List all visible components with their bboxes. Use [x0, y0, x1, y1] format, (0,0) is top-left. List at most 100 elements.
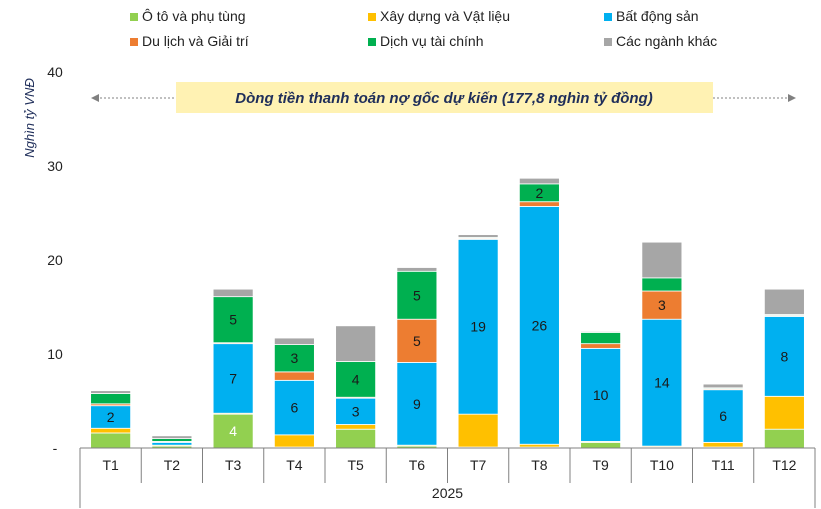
bar-data-label: 3 [290, 350, 298, 366]
bar-data-label: 14 [654, 375, 670, 391]
y-tick-label: - [53, 440, 58, 456]
bar-segment [151, 438, 193, 442]
bar-segment [763, 428, 805, 449]
bar-segment [580, 347, 622, 442]
bar-data-label: 5 [229, 312, 237, 328]
bar-segment [702, 383, 744, 389]
bar-data-label: 2 [107, 409, 115, 425]
x-tick-label: T5 [347, 457, 364, 473]
bar-segment [580, 343, 622, 349]
bar-segment [90, 427, 132, 434]
x-axis-label: 2025 [432, 485, 463, 501]
bar-segment [518, 206, 560, 445]
bar-data-label: 4 [229, 423, 237, 439]
bar-segment [273, 379, 315, 436]
y-tick-label: 40 [47, 64, 63, 80]
banner-text: Dòng tiền thanh toán nợ gốc dự kiến (177… [235, 90, 652, 107]
bar-segment [396, 362, 438, 446]
bar-segment [641, 277, 683, 292]
x-tick-label: T11 [712, 457, 735, 473]
bar-segment [763, 395, 805, 430]
bar-data-label: 6 [719, 408, 727, 424]
legend-swatch [604, 13, 612, 21]
bar-segment [273, 344, 315, 373]
bar-data-label: 5 [413, 333, 421, 349]
bar-segment [518, 177, 560, 185]
x-tick-label: T9 [592, 457, 609, 473]
x-tick-label: T6 [409, 457, 426, 473]
bar-segment [90, 390, 132, 394]
bar-segment [273, 434, 315, 448]
legend-swatch [604, 38, 612, 46]
bar-segment [90, 432, 132, 449]
bar-segment [273, 337, 315, 345]
annotation-banner: Dòng tiền thanh toán nợ gốc dự kiến (177… [91, 82, 796, 113]
bar-segment [518, 201, 560, 207]
bar-segment [641, 318, 683, 447]
bar-segment [457, 234, 499, 238]
bar-segment [702, 441, 744, 448]
legend: Ô tô và phụ tùng Xây dựng và Vật liệu Bất … [130, 8, 717, 49]
x-tick-label: T10 [650, 457, 674, 473]
x-tick-label: T3 [225, 457, 242, 473]
bar-data-label: 6 [290, 400, 298, 416]
banner-arrowhead-right [788, 94, 796, 102]
y-tick-label: 30 [47, 158, 63, 174]
bar-data-label: 4 [352, 371, 360, 387]
bar-data-label: 7 [229, 370, 237, 386]
bar-segment [151, 441, 193, 446]
bar-segment [702, 389, 744, 443]
legend-swatch [130, 38, 138, 46]
bar-segment [212, 288, 254, 298]
x-tick-label: T7 [470, 457, 487, 473]
x-tick-label: T2 [164, 457, 181, 473]
legend-label: Xây dựng và Vật liệu [380, 8, 510, 24]
legend-label: Bất động sản [616, 8, 699, 24]
bar-segment [90, 393, 132, 405]
legend-swatch [368, 13, 376, 21]
bar-data-label: 9 [413, 396, 421, 412]
bar-segment [335, 424, 377, 430]
bar-data-label: 5 [413, 287, 421, 303]
y-tick-label: 10 [47, 346, 63, 362]
legend-label: Du lịch và Giải trí [142, 33, 249, 49]
bars: 2 4 7 5 6 3 3 4 9 5 5 19 26 2 10 14 3 6 8 [90, 177, 805, 449]
legend-swatch [130, 13, 138, 21]
y-axis-label: Nghìn tỷ VNĐ [22, 78, 37, 158]
bar-segment [212, 296, 254, 344]
x-tick-label: T1 [102, 457, 119, 473]
bar-segment [396, 267, 438, 272]
bar-segment [396, 318, 438, 363]
bar-segment [396, 270, 438, 320]
bar-data-label: 26 [532, 317, 548, 333]
bar-segment [518, 443, 560, 448]
x-tick-label: T8 [531, 457, 548, 473]
y-axis-ticks: - 10 20 30 40 [47, 64, 63, 456]
x-tick-label: T12 [772, 457, 796, 473]
x-tick-label: T4 [286, 457, 303, 473]
bar-data-label: 3 [658, 297, 666, 313]
legend-label: Ô tô và phụ tùng [142, 8, 246, 24]
bar-segment [273, 371, 315, 381]
legend-swatch [368, 38, 376, 46]
y-tick-label: 20 [47, 252, 63, 268]
bar-segment [335, 325, 377, 362]
banner-arrowhead-left [91, 94, 99, 102]
bar-data-label: 2 [535, 185, 543, 201]
bar-segment [763, 315, 805, 397]
bar-segment [641, 241, 683, 279]
bar-data-label: 8 [780, 348, 788, 364]
bar-data-label: 19 [470, 319, 486, 335]
bar-segment [763, 288, 805, 315]
bar-segment [580, 331, 622, 333]
banner-box [176, 82, 713, 113]
bar-segment [580, 441, 622, 449]
bar-data-label: 3 [352, 403, 360, 419]
x-axis: T1 T2 T3 T4 T5 T6 T7 T8 T9 T10 T11 T12 2025 [79, 447, 816, 508]
bar-segment [457, 238, 499, 415]
legend-label: Các ngành khác [616, 33, 717, 49]
bar-segment [457, 413, 499, 448]
bar-segment [580, 331, 622, 345]
bar-segment [151, 435, 193, 439]
